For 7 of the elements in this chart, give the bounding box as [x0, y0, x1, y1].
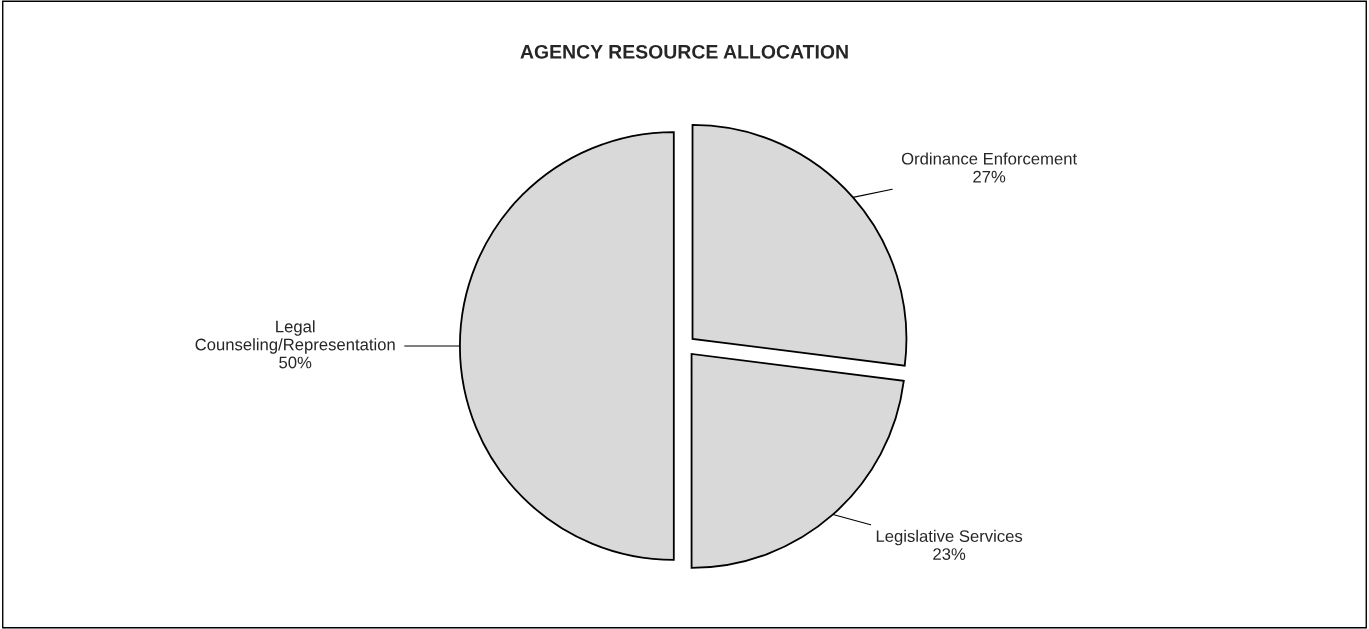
- data-label: 27%: [973, 170, 1006, 183]
- slice-label: Legislative Services: [876, 529, 1023, 546]
- slice-label: Ordinance Enforcement: [901, 152, 1078, 165]
- slice-label: Legal Counseling/Representation: [195, 320, 395, 354]
- data-label: 23%: [933, 548, 966, 560]
- chart-title: AGENCY RESOURCE ALLOCATION: [520, 44, 848, 59]
- data-label: 50%: [279, 356, 312, 369]
